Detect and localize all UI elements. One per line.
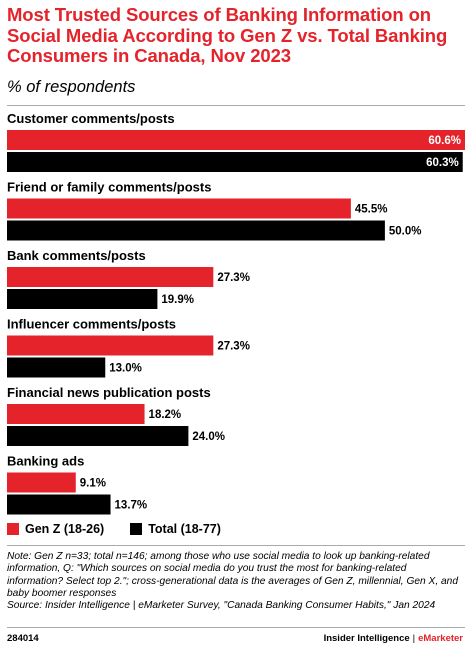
chart-id: 284014	[7, 633, 39, 644]
legend-item-total: Total (18-77)	[130, 522, 221, 536]
value-label-genz: 18.2%	[149, 409, 182, 421]
footer-brand: Insider Intelligence | eMarketer	[324, 633, 463, 644]
bar-genz	[7, 267, 214, 287]
legend-label-total: Total (18-77)	[148, 522, 221, 536]
category-label: Friend or family comments/posts	[7, 180, 211, 195]
legend-swatch-genz	[7, 523, 19, 535]
bar-total	[7, 426, 189, 446]
bar-chart: Customer comments/posts 60.6% 60.3% Friend …	[7, 111, 465, 515]
brand-emarketer: eMarketer	[418, 633, 463, 644]
value-label-genz: 45.5%	[355, 204, 388, 216]
notes-divider	[7, 545, 465, 546]
notes-block: Note: Gen Z n=33; total n=146; among tho…	[7, 551, 465, 612]
value-label-total: 60.3%	[426, 157, 459, 169]
value-label-total: 19.9%	[161, 294, 194, 306]
chart-title: Most Trusted Sources of Banking Informat…	[7, 4, 448, 66]
legend: Gen Z (18-26) Total (18-77)	[7, 522, 247, 536]
bar-genz	[7, 130, 465, 150]
bar-total	[7, 357, 106, 378]
note-text: Note: Gen Z n=33; total n=146; among tho…	[7, 551, 458, 599]
category-label: Banking ads	[7, 454, 84, 469]
value-label-genz: 9.1%	[80, 478, 106, 490]
legend-label-genz: Gen Z (18-26)	[25, 522, 105, 536]
category-label: Bank comments/posts	[7, 248, 146, 263]
category-label: Financial news publication posts	[7, 385, 211, 400]
value-label-genz: 60.6%	[428, 135, 461, 147]
chart-subtitle: % of respondents	[7, 78, 136, 96]
bar-genz	[7, 335, 214, 356]
brand-insider-intelligence: Insider Intelligence	[323, 633, 410, 644]
value-label-genz: 27.3%	[217, 272, 250, 284]
bar-total	[7, 289, 158, 309]
value-label-total: 13.7%	[115, 500, 148, 512]
value-label-total: 13.0%	[109, 363, 142, 375]
bar-total	[7, 152, 463, 172]
bar-genz	[7, 198, 351, 219]
value-label-total: 24.0%	[192, 431, 225, 443]
bar-genz	[7, 404, 145, 424]
source-text: Source: Insider Intelligence | eMarketer…	[7, 600, 436, 612]
bar-genz	[7, 472, 76, 493]
category-label: Influencer comments/posts	[7, 317, 176, 332]
value-label-total: 50.0%	[389, 226, 422, 238]
value-label-genz: 27.3%	[217, 341, 250, 353]
bar-total	[7, 220, 385, 241]
bar-total	[7, 494, 111, 515]
legend-swatch-total	[130, 523, 143, 535]
footer-divider	[7, 627, 465, 628]
top-divider	[7, 105, 465, 106]
category-label: Customer comments/posts	[7, 111, 175, 126]
brand-separator: |	[412, 633, 416, 644]
legend-item-genz: Gen Z (18-26)	[7, 522, 104, 536]
